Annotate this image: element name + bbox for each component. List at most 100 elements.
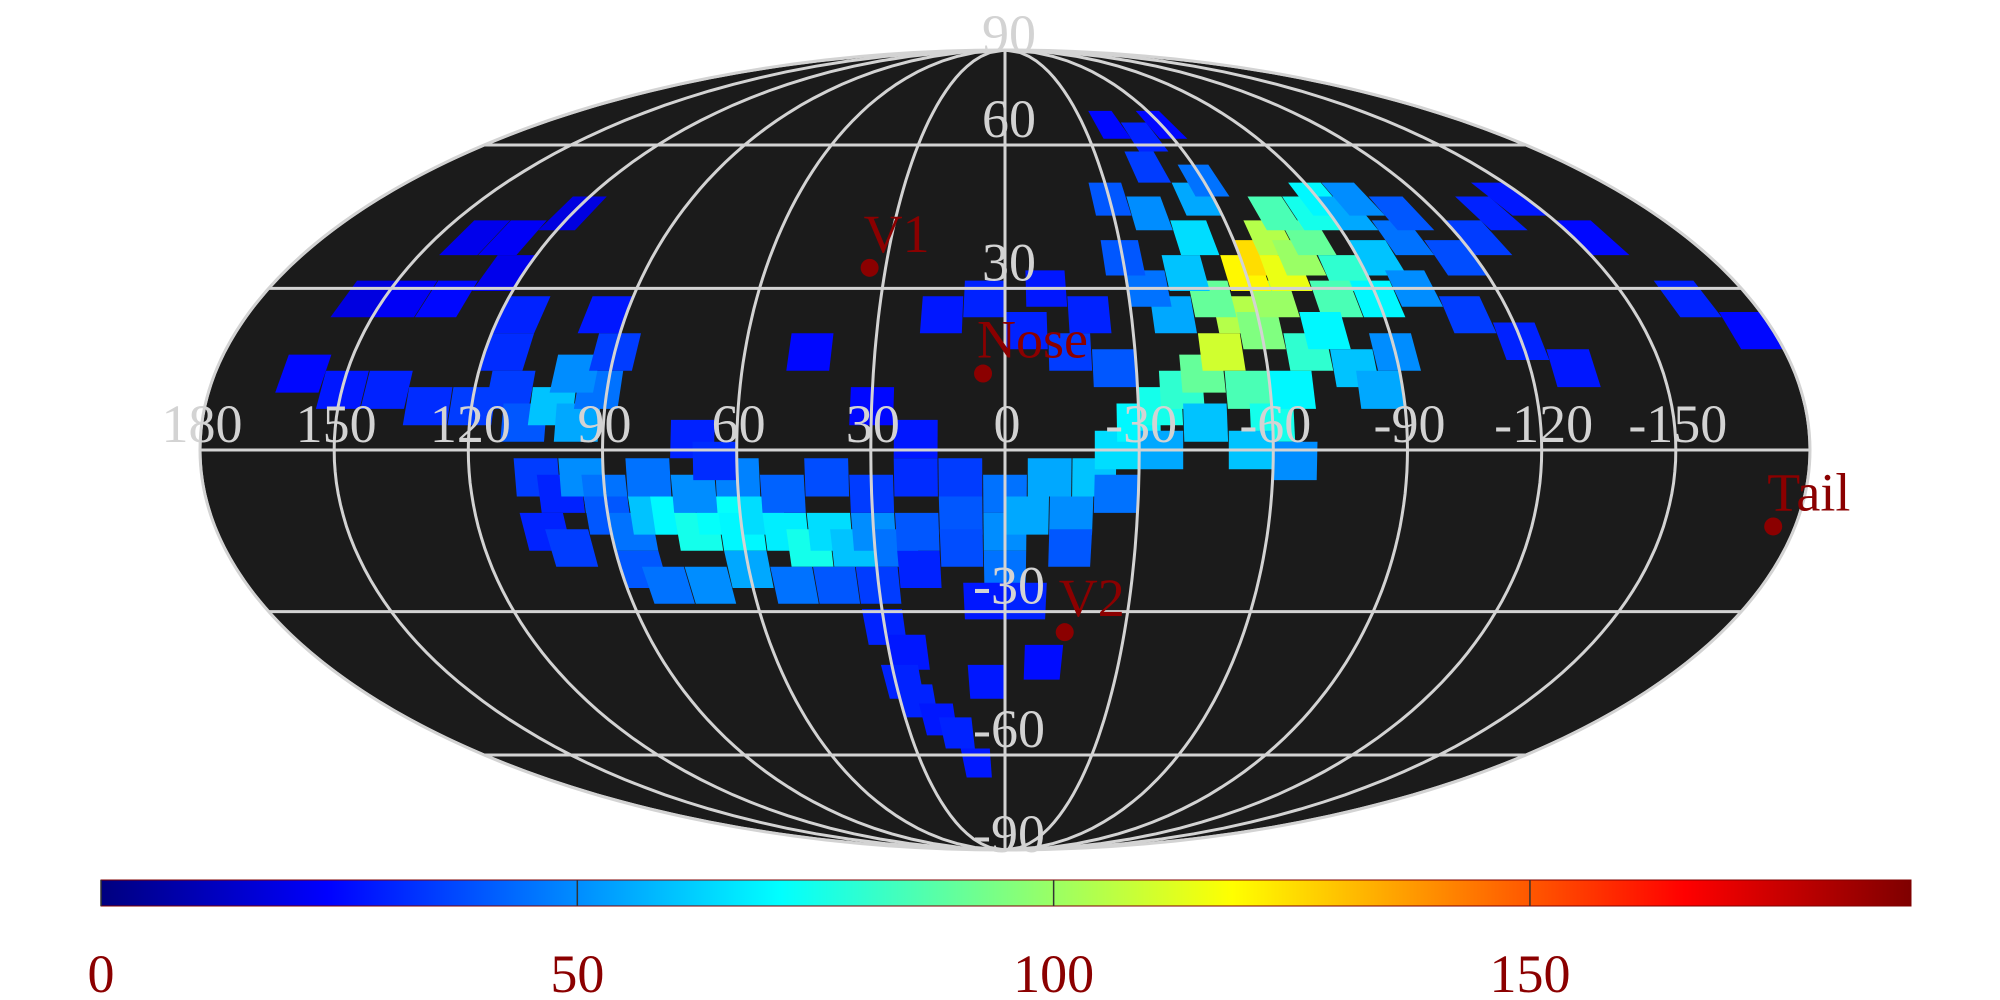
latitude-label: -90 xyxy=(973,804,1045,864)
heatmap-cell xyxy=(1368,196,1435,231)
heatmap-cell xyxy=(886,634,930,670)
colorbar-tick-label: 150 xyxy=(1489,944,1570,1000)
longitude-label: 180 xyxy=(162,394,243,454)
heatmap-cell xyxy=(1161,255,1210,291)
heatmap-cell xyxy=(1371,220,1435,256)
longitude-label: -60 xyxy=(1239,394,1311,454)
heatmap-cell xyxy=(1183,403,1229,442)
heatmap-cell xyxy=(471,255,536,291)
markers: V1 Nose V2 Tail xyxy=(860,204,1850,642)
heatmap-cell xyxy=(670,474,718,513)
heatmap-cell xyxy=(684,566,737,604)
heatmap-cell xyxy=(893,458,938,497)
heatmap-cell xyxy=(479,333,535,371)
colorbar: 0 50 100 150 xyxy=(88,879,1912,1000)
heatmap-cell xyxy=(549,354,601,393)
latitude-label: -30 xyxy=(973,556,1045,616)
heatmap-cell xyxy=(402,387,453,426)
heatmap-cell xyxy=(1282,196,1341,231)
heatmap-cell xyxy=(1268,370,1316,409)
heatmap-cell xyxy=(1356,370,1405,409)
heatmap-cell xyxy=(545,529,599,567)
longitude-label: -150 xyxy=(1628,394,1727,454)
heatmap-cell xyxy=(1027,458,1072,497)
marker-dot xyxy=(860,258,879,277)
longitude-label: 0 xyxy=(994,394,1021,454)
heatmap-cell xyxy=(1005,496,1049,535)
heatmap-cell xyxy=(1554,220,1630,256)
marker-dot xyxy=(1764,517,1783,536)
longitude-label: 150 xyxy=(296,394,377,454)
heatmap-cell xyxy=(1005,312,1048,350)
heatmap-cell xyxy=(939,529,984,567)
heatmap-cell xyxy=(1067,296,1112,334)
longitude-label: -120 xyxy=(1494,394,1593,454)
heatmap-cell xyxy=(1471,182,1549,216)
heatmap-cell xyxy=(1438,296,1497,334)
heatmap-cell xyxy=(938,496,983,535)
heatmap-cell xyxy=(1093,474,1139,513)
longitude-label: 30 xyxy=(846,394,900,454)
heatmap-cell xyxy=(439,220,511,256)
heatmap-cell xyxy=(1048,333,1093,371)
latitude-label: 60 xyxy=(982,89,1036,149)
heatmap-cell xyxy=(938,717,975,749)
heatmap-cell xyxy=(897,550,942,588)
heatmap-cell xyxy=(895,512,940,551)
heatmap-cell xyxy=(553,403,601,442)
marker-label: Tail xyxy=(1767,462,1850,522)
colorbar-tick-label: 100 xyxy=(1013,944,1094,1000)
heatmap-cell xyxy=(1092,349,1138,388)
heatmap-cell xyxy=(1455,196,1528,231)
longitude-label: -90 xyxy=(1374,394,1446,454)
heatmap-cell xyxy=(275,354,332,393)
heatmap-cell xyxy=(577,296,633,334)
heatmap-cell xyxy=(478,220,547,256)
heatmap-cell xyxy=(804,458,850,497)
heatmap-cell xyxy=(1719,312,1784,350)
heatmap-cell xyxy=(1546,349,1601,388)
heatmap-cell xyxy=(641,566,695,604)
heatmap-cell xyxy=(759,474,806,513)
heatmap-cell xyxy=(1197,333,1246,371)
heatmap-cell xyxy=(1126,196,1173,231)
map-outline xyxy=(198,48,1812,852)
marker-dot xyxy=(1055,623,1074,642)
longitude-label: 90 xyxy=(578,394,632,454)
heatmap-cell xyxy=(1170,220,1220,256)
heatmap-cell xyxy=(625,458,672,497)
heatmap-cell xyxy=(1049,496,1094,535)
marker-dot xyxy=(974,364,993,383)
latitude-label: 90 xyxy=(982,4,1036,64)
marker-label: V1 xyxy=(864,204,930,264)
heatmap-cell xyxy=(967,664,1005,699)
longitude-label: 120 xyxy=(430,394,511,454)
heatmap-cell xyxy=(1424,240,1488,276)
latitude-label: 30 xyxy=(982,232,1036,292)
heatmap-cell xyxy=(1247,196,1304,231)
heatmap-cell xyxy=(893,419,938,459)
colorbar-tick-label: 0 xyxy=(88,944,115,1000)
heatmap-cell xyxy=(938,458,983,497)
heatmap-cell xyxy=(485,370,536,409)
colorbar-tick-label: 50 xyxy=(550,944,604,1000)
marker-label: V2 xyxy=(1059,568,1125,628)
heatmap-cell xyxy=(1088,110,1132,139)
heatmap-cell xyxy=(1048,529,1093,567)
heatmap-cell xyxy=(1444,220,1513,256)
heatmap-cell xyxy=(492,296,551,334)
heatmap-cell xyxy=(1299,312,1351,350)
heatmap-cell xyxy=(770,566,819,604)
heatmap-cell xyxy=(1023,644,1064,680)
heatmap-cell xyxy=(786,333,834,371)
heatmap-cell xyxy=(1316,196,1379,231)
marker-label: Nose xyxy=(977,310,1088,370)
heatmap-cell xyxy=(1224,370,1272,409)
latitude-label: -60 xyxy=(973,699,1045,759)
colorbar-gradient xyxy=(100,879,1912,907)
graticule-labels: 180 150 120 90 60 30 0 -30 -60 -90 -120 -150 90 60 30 -… xyxy=(162,4,1728,864)
heatmap-cell xyxy=(1171,182,1223,216)
longitude-label: 60 xyxy=(712,394,766,454)
heatmap-cell xyxy=(360,370,413,409)
